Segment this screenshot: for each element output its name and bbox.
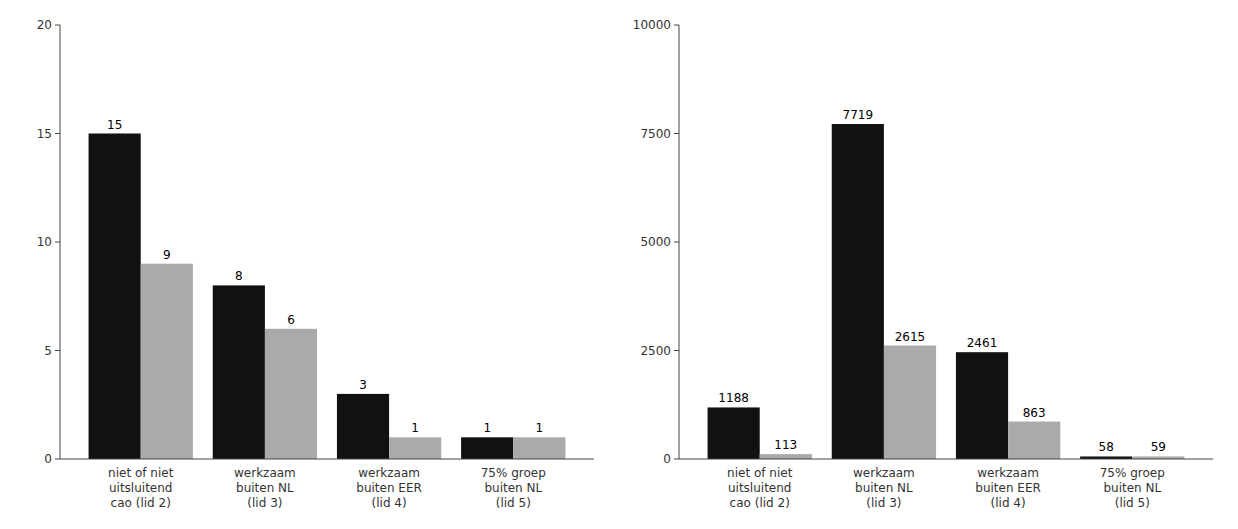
y-tick-label: 15 (37, 127, 52, 141)
bar (956, 352, 1008, 459)
data-label: 863 (1023, 406, 1046, 420)
data-label: 15 (107, 118, 122, 132)
bar (832, 124, 884, 459)
chart-container: 0 5 10 15 20 15 8 3 1 9 6 1 1 niet of nietuitsluitend… (0, 0, 1238, 529)
data-label: 9 (163, 248, 171, 262)
y-tick-label: 5000 (640, 235, 671, 249)
x-axis (60, 459, 594, 460)
x-tick-label: niet of nietuitsluitendcao (lid 2) (108, 466, 174, 510)
x-tick-label: 75% groepbuiten NL(lid 5) (481, 466, 546, 510)
y-tick (674, 242, 679, 243)
x-tick-label: werkzaambuiten EER(lid 4) (356, 466, 422, 510)
bar (708, 407, 760, 459)
bar (337, 394, 389, 459)
bar (461, 437, 513, 459)
bar (141, 264, 193, 459)
y-tick-label: 7500 (640, 127, 671, 141)
bar (760, 454, 812, 459)
bars (89, 134, 566, 460)
bar (265, 329, 317, 459)
data-label: 8 (235, 269, 243, 283)
y-tick (674, 350, 679, 351)
y-tick-label: 10000 (633, 18, 671, 32)
data-label: 1 (536, 421, 544, 435)
x-tick-label: niet of nietuitsluitendcao (lid 2) (727, 466, 793, 510)
y-tick (55, 459, 60, 460)
y-tick (55, 242, 60, 243)
data-label: 2615 (895, 330, 926, 344)
bars (708, 124, 1185, 459)
data-label: 1 (411, 421, 419, 435)
bar (389, 437, 441, 459)
x-tick-label: werkzaambuiten EER(lid 4) (975, 466, 1041, 510)
data-label: 113 (774, 438, 797, 452)
x-tick-label: 75% groepbuiten NL(lid 5) (1100, 466, 1165, 510)
data-label: 6 (287, 313, 295, 327)
y-tick (674, 133, 679, 134)
data-label: 2461 (967, 336, 998, 350)
y-axis (60, 25, 61, 459)
figure: 0 5 10 15 20 15 8 3 1 9 6 1 1 niet of nietuitsluitend… (0, 0, 1238, 529)
y-tick (55, 25, 60, 26)
x-axis (679, 459, 1213, 460)
bar (213, 285, 265, 459)
data-label: 1 (483, 421, 491, 435)
y-tick-label: 2500 (640, 344, 671, 358)
bar (884, 346, 936, 459)
bar (89, 134, 141, 460)
data-label: 3 (359, 378, 367, 392)
panel: 0 2500 5000 7500 10000 1188 7719 2461 58 113 2615 8… (633, 18, 1213, 510)
y-tick-label: 10 (37, 235, 52, 249)
data-label: 1188 (718, 391, 749, 405)
y-tick (674, 459, 679, 460)
y-axis (679, 25, 680, 459)
y-tick (55, 350, 60, 351)
y-tick-label: 0 (663, 452, 671, 466)
bar (513, 437, 565, 459)
x-tick-label: werkzaambuiten NL(lid 3) (853, 466, 915, 510)
data-label: 59 (1151, 440, 1166, 454)
bar (1008, 422, 1060, 459)
data-label: 58 (1099, 440, 1114, 454)
x-tick-label: werkzaambuiten NL(lid 3) (234, 466, 296, 510)
y-tick-label: 20 (37, 18, 52, 32)
y-tick-label: 0 (44, 452, 52, 466)
y-tick (55, 133, 60, 134)
y-tick-label: 5 (44, 344, 52, 358)
panel: 0 5 10 15 20 15 8 3 1 9 6 1 1 niet of nietuitsluitend… (37, 18, 594, 510)
y-tick (674, 25, 679, 26)
data-label: 7719 (843, 108, 874, 122)
